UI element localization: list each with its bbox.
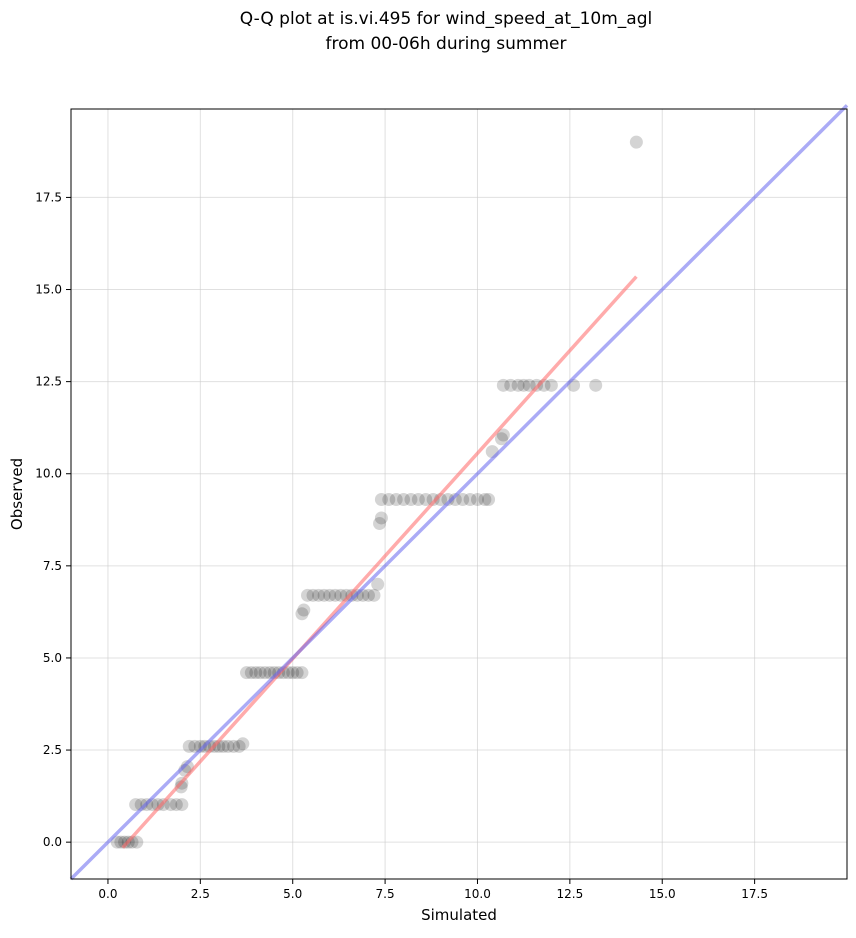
x-tick-label: 7.5 (376, 887, 395, 901)
data-point (193, 739, 207, 753)
data-point (441, 493, 455, 507)
data-point (249, 666, 263, 680)
x-tick-label: 15.0 (649, 887, 676, 901)
data-point (373, 516, 387, 530)
data-point (164, 798, 178, 812)
data-point (323, 588, 337, 602)
data-point (295, 607, 309, 621)
data-point (482, 493, 496, 507)
data-point (374, 511, 388, 525)
y-tick-label: 15.0 (35, 283, 62, 297)
y-tick-label: 12.5 (35, 375, 62, 389)
y-axis-ticks: 0.0 2.5 5.0 7.5 10.0 12.5 15.0 17.5 (35, 190, 71, 849)
data-point (382, 493, 396, 507)
data-point (511, 378, 525, 392)
data-point (295, 666, 309, 680)
data-point (174, 780, 188, 794)
data-point (110, 835, 124, 849)
data-point (130, 835, 144, 849)
y-tick-label: 10.0 (35, 467, 62, 481)
data-point (216, 739, 230, 753)
data-point (470, 493, 484, 507)
x-axis-label: Simulated (421, 906, 497, 924)
data-point (389, 493, 403, 507)
data-point (236, 737, 250, 751)
data-point (317, 588, 331, 602)
data-point (339, 588, 353, 602)
y-tick-label: 2.5 (43, 743, 62, 757)
data-point (221, 739, 235, 753)
data-point (306, 588, 320, 602)
x-tick-label: 12.5 (556, 887, 583, 901)
x-tick-label: 10.0 (464, 887, 491, 901)
data-point (404, 493, 418, 507)
data-point (244, 666, 258, 680)
regression-line (121, 275, 638, 849)
data-point (371, 577, 385, 591)
x-axis-ticks: 0.0 2.5 5.0 7.5 10.0 12.5 15.0 17.5 (98, 879, 768, 901)
data-point (494, 432, 508, 446)
data-point (129, 798, 143, 812)
y-tick-label: 7.5 (43, 559, 62, 573)
data-point (227, 739, 241, 753)
data-point (118, 835, 132, 849)
data-point (328, 588, 342, 602)
data-points (110, 135, 643, 849)
data-point (240, 666, 254, 680)
y-axis-label: Observed (8, 458, 26, 530)
data-point (397, 493, 411, 507)
identity-line (69, 104, 849, 881)
data-point (589, 378, 603, 392)
data-point (522, 378, 536, 392)
data-point (504, 378, 518, 392)
data-point (312, 588, 326, 602)
x-tick-label: 17.5 (741, 887, 768, 901)
data-point (411, 493, 425, 507)
data-point (151, 798, 165, 812)
data-point (496, 378, 510, 392)
data-point (232, 739, 246, 753)
data-point (182, 739, 196, 753)
data-point (286, 666, 300, 680)
y-tick-label: 17.5 (35, 190, 62, 204)
data-point (361, 588, 375, 602)
data-point (290, 666, 304, 680)
y-tick-label: 0.0 (43, 835, 62, 849)
data-point (496, 428, 510, 442)
plot-area-frame (70, 108, 848, 880)
x-tick-label: 5.0 (283, 887, 302, 901)
x-tick-label: 2.5 (191, 887, 210, 901)
data-point (334, 588, 348, 602)
data-point (374, 493, 388, 507)
y-tick-label: 5.0 (43, 651, 62, 665)
data-point (419, 493, 433, 507)
data-point (300, 588, 314, 602)
data-point (297, 603, 311, 617)
data-point (426, 493, 440, 507)
data-point (517, 378, 531, 392)
data-point (188, 739, 202, 753)
data-point (175, 798, 189, 812)
data-point (478, 493, 492, 507)
data-point (456, 493, 470, 507)
data-point (258, 666, 272, 680)
chart-title-line-1: Q-Q plot at is.vi.495 for wind_speed_at_… (240, 9, 652, 29)
x-tick-label: 0.0 (98, 887, 117, 901)
reference-lines (69, 104, 849, 881)
data-point (367, 588, 381, 602)
chart-title-line-2: from 00-06h during summer (326, 34, 567, 54)
data-point (544, 378, 558, 392)
data-point (629, 135, 643, 149)
data-point (169, 798, 183, 812)
data-point (448, 493, 462, 507)
data-point (253, 666, 267, 680)
data-point (463, 493, 477, 507)
